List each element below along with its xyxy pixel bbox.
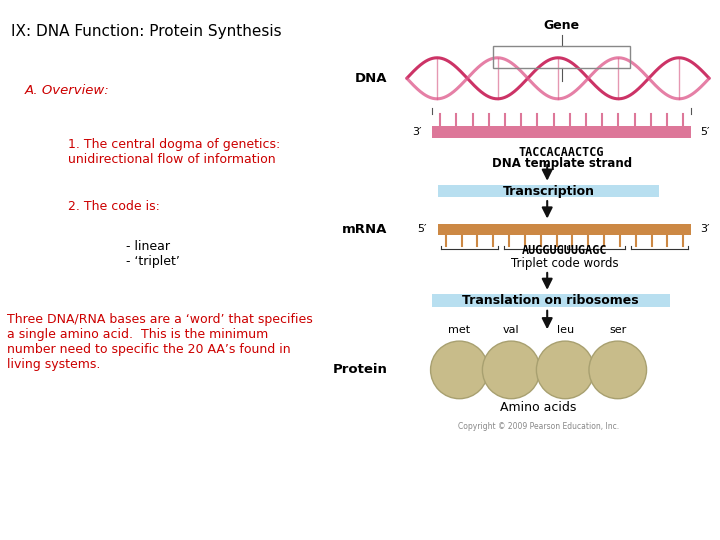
FancyBboxPatch shape	[438, 185, 659, 197]
Text: 1. The central dogma of genetics:
unidirectional flow of information: 1. The central dogma of genetics: unidir…	[68, 138, 281, 166]
Text: TACCACAACTCG: TACCACAACTCG	[519, 146, 604, 159]
Text: 5′: 5′	[418, 225, 427, 234]
Text: mRNA: mRNA	[342, 223, 387, 236]
FancyBboxPatch shape	[432, 126, 691, 138]
FancyBboxPatch shape	[438, 224, 691, 235]
Text: Amino acids: Amino acids	[500, 401, 577, 414]
Text: DNA: DNA	[355, 72, 387, 85]
Text: 3′: 3′	[412, 127, 421, 137]
Text: Transcription: Transcription	[503, 185, 595, 198]
Text: 2. The code is:: 2. The code is:	[68, 200, 161, 213]
Text: Triplet code words: Triplet code words	[510, 256, 618, 269]
Text: Protein: Protein	[333, 363, 387, 376]
Text: Copyright © 2009 Pearson Education, Inc.: Copyright © 2009 Pearson Education, Inc.	[458, 422, 619, 431]
Text: - linear
- ‘triplet’: - linear - ‘triplet’	[126, 240, 180, 268]
Text: met: met	[449, 325, 470, 335]
Text: ser: ser	[609, 325, 626, 335]
Ellipse shape	[482, 341, 540, 399]
Text: 3′: 3′	[700, 225, 709, 234]
Ellipse shape	[589, 341, 647, 399]
Text: IX: DNA Function: Protein Synthesis: IX: DNA Function: Protein Synthesis	[11, 24, 282, 39]
Text: val: val	[503, 325, 520, 335]
Ellipse shape	[536, 341, 594, 399]
Text: DNA template strand: DNA template strand	[492, 157, 631, 170]
Text: leu: leu	[557, 325, 574, 335]
Text: AUGGUGUUGAGC: AUGGUGUUGAGC	[522, 244, 607, 257]
Text: A. Overview:: A. Overview:	[25, 84, 110, 97]
Text: Gene: Gene	[544, 19, 580, 32]
Text: 5′: 5′	[700, 127, 709, 137]
FancyBboxPatch shape	[432, 294, 670, 307]
Text: Three DNA/RNA bases are a ‘word’ that specifies
a single amino acid.  This is th: Three DNA/RNA bases are a ‘word’ that sp…	[7, 313, 313, 371]
Text: Translation on ribosomes: Translation on ribosomes	[462, 294, 639, 307]
Ellipse shape	[431, 341, 488, 399]
